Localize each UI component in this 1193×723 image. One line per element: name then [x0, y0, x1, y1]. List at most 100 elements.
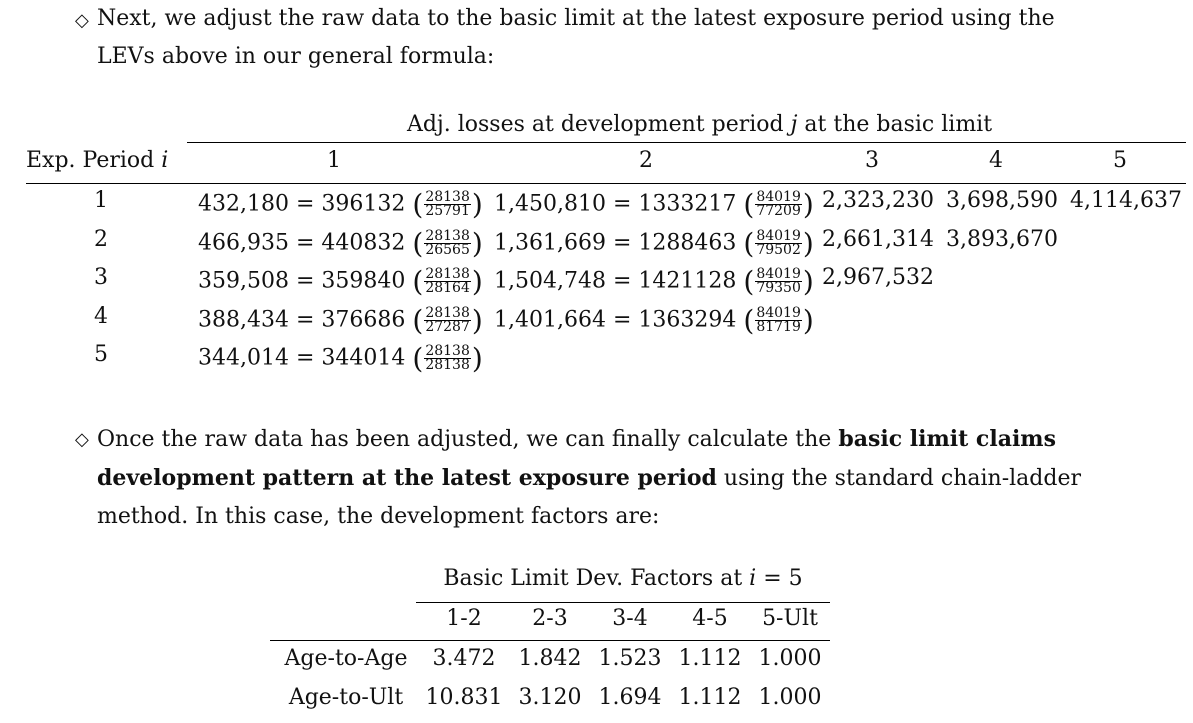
dev-factor-value: 1.523: [598, 646, 662, 671]
lev-ratio: 84019 77209: [755, 190, 802, 218]
adjusted-loss-formula: 1,504,748 = 1421128 (84019 79350): [494, 265, 814, 298]
raw-loss-value: 344014: [321, 345, 406, 371]
table1-col-header: 5: [1113, 148, 1127, 173]
table2-col-header: 4-5: [692, 606, 728, 631]
open-paren: (: [743, 303, 755, 337]
table1-header-row: Exp. Period i 1 2 3 4 5: [26, 148, 1186, 186]
exposure-period: 1: [94, 188, 108, 213]
lev-numerator: 84019: [755, 266, 802, 282]
lev-ratio: 28138 27287: [424, 304, 471, 335]
adjusted-loss-value: 359,508: [198, 268, 289, 294]
table2-title-rule: [416, 602, 830, 604]
lev-denominator: 27287: [425, 318, 470, 335]
adjusted-loss-value: 1,450,810: [494, 191, 606, 217]
table2-col-header: 5-Ult: [762, 606, 818, 631]
raw-loss-value: 1421128: [638, 268, 737, 294]
table2-title: Basic Limit Dev. Factors at i = 5: [443, 566, 803, 591]
close-paren: ): [471, 265, 483, 298]
table-row: Age-to-Ult 10.831 3.120 1.694 1.112 1.000: [270, 685, 830, 723]
dev-factor-value: 10.831: [425, 685, 503, 710]
exposure-period: 3: [94, 265, 108, 290]
table2-header-row: 1-2 2-3 3-4 4-5 5-Ult: [270, 606, 830, 644]
close-paren: ): [471, 303, 483, 337]
adjusted-loss-value: 466,935: [198, 230, 289, 255]
lev-denominator: 25791: [425, 203, 470, 219]
lev-numerator: 28138: [424, 266, 471, 282]
open-paren: (: [743, 265, 755, 298]
lev-ratio: 84019 81719: [755, 304, 802, 334]
adjusted-loss-formula: 1,361,669 = 1288463 (84019 79502): [494, 226, 814, 260]
paragraph-2-bold: basic limit claims: [838, 426, 1056, 452]
adjusted-loss-value: 1,401,664: [494, 307, 606, 332]
adjusted-loss-value: 388,434: [198, 307, 289, 332]
adjusted-loss-value: 2,661,314: [822, 226, 934, 252]
adjusted-loss-value: 2,967,532: [822, 265, 934, 290]
table-row: 3 359,508 = 359840 (28138 28164) 1,504,748 …: [26, 265, 1186, 303]
table2-col-header: 2-3: [532, 606, 568, 631]
lev-ratio: 28138 28138: [424, 344, 471, 372]
lev-ratio: 84019 79502: [755, 227, 802, 258]
close-paren: ): [471, 226, 483, 260]
lev-numerator: 28138: [424, 227, 471, 244]
table1-col-header: 1: [327, 148, 341, 173]
raw-loss-value: 440832: [321, 230, 406, 255]
close-paren: ): [802, 265, 814, 298]
table2-title-row: Basic Limit Dev. Factors at i = 5: [270, 566, 830, 604]
bullet-diamond-2: ◇: [75, 429, 89, 450]
lev-denominator: 28164: [425, 280, 470, 296]
table1-group-rule: [187, 142, 1186, 144]
paragraph-1: Next, we adjust the raw data to the basi…: [97, 0, 1087, 76]
adjusted-loss-value: 1,361,669: [494, 230, 606, 255]
dev-factor-value: 3.472: [432, 646, 496, 671]
table-row: 2 466,935 = 440832 (28138 26565) 1,361,669 …: [26, 227, 1186, 265]
table1-col-header: 3: [865, 148, 879, 173]
factor-row-label: Age-to-Age: [284, 646, 408, 671]
adjusted-loss-value: 1,504,748: [494, 268, 606, 294]
adjusted-loss-value: 344,014: [198, 345, 289, 371]
lev-numerator: 28138: [424, 304, 471, 321]
table-row: 5 344,014 = 344014 (28138 28138): [26, 342, 1186, 380]
adjusted-loss-formula: 432,180 = 396132 (28138 25791): [198, 188, 483, 221]
exposure-period: 2: [94, 226, 108, 252]
adjusted-loss-value: 4,114,637: [1070, 188, 1182, 213]
raw-loss-value: 1333217: [638, 191, 737, 217]
lev-ratio: 84019 79350: [755, 266, 802, 296]
lev-ratio: 28138 25791: [424, 189, 471, 219]
lev-ratio: 28138 26565: [424, 227, 471, 258]
adjusted-loss-value: 2,323,230: [822, 188, 934, 213]
adjusted-loss-formula: 344,014 = 344014 (28138 28138): [198, 342, 483, 375]
dev-factor-value: 1.000: [758, 685, 822, 710]
lev-denominator: 79350: [756, 280, 801, 296]
raw-loss-value: 359840: [321, 268, 406, 294]
table1-header-rule: [26, 183, 1186, 185]
raw-loss-value: 396132: [321, 191, 406, 217]
table1-col-header: 2: [639, 148, 653, 173]
close-paren: ): [471, 188, 483, 221]
close-paren: ): [802, 188, 814, 221]
adjusted-loss-formula: 388,434 = 376686 (28138 27287): [198, 303, 483, 337]
dev-factor-value: 1.000: [758, 646, 822, 671]
adjusted-loss-formula: 466,935 = 440832 (28138 26565): [198, 226, 483, 260]
lev-denominator: 79502: [756, 241, 801, 258]
paragraph-2-line-3: method. In this case, the development fa…: [97, 504, 660, 529]
adjusted-loss-value: 3,698,590: [946, 188, 1058, 213]
factor-row-label: Age-to-Ult: [288, 685, 404, 710]
lev-numerator: 28138: [424, 189, 471, 205]
adjusted-loss-formula: 359,508 = 359840 (28138 28164): [198, 265, 483, 298]
lev-numerator: 84019: [755, 227, 802, 244]
table2-col-header: 3-4: [612, 606, 648, 631]
table1-col-header: 4: [989, 148, 1003, 173]
raw-loss-value: 1363294: [638, 307, 737, 332]
adjusted-loss-value: 432,180: [198, 191, 289, 217]
raw-loss-value: 1288463: [638, 230, 737, 255]
adjusted-loss-formula: 1,450,810 = 1333217 (84019 77209): [494, 188, 814, 221]
lev-denominator: 26565: [425, 241, 470, 258]
table1-row-header: Exp. Period i: [26, 148, 169, 173]
paragraph-2-line-2: development pattern at the latest exposu…: [97, 459, 1087, 498]
exposure-period: 5: [94, 342, 108, 367]
open-paren: (: [412, 342, 424, 375]
paragraph-2-bold: development pattern at the latest exposu…: [97, 465, 717, 491]
lev-numerator: 84019: [755, 304, 802, 321]
paragraph-2-text: using the standard chain-ladder: [716, 466, 1081, 491]
table2-header-rule: [270, 640, 830, 642]
